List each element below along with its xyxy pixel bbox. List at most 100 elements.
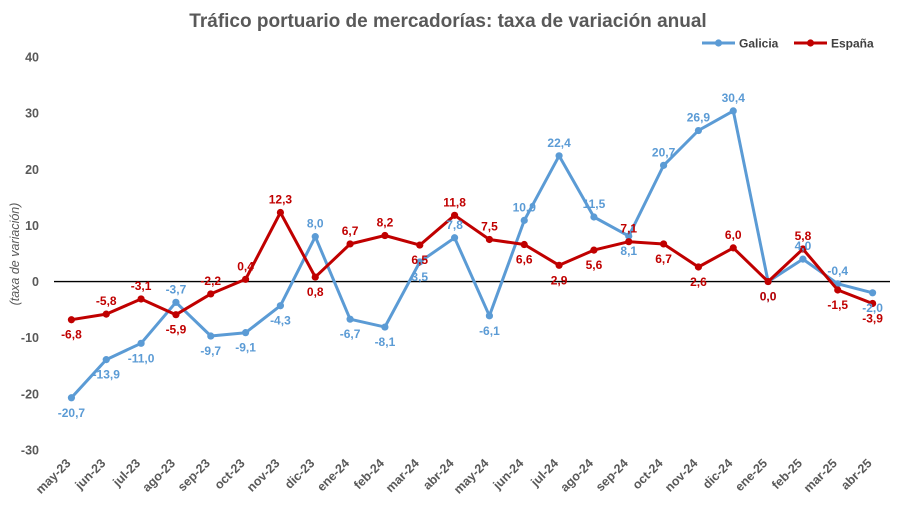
data-label-espana: 2,9 <box>551 273 568 287</box>
data-point-galicia <box>729 107 737 115</box>
data-label-galicia: -9,1 <box>235 341 256 355</box>
data-label-galicia: 8,1 <box>620 244 637 258</box>
y-tick-label: 0 <box>32 275 39 289</box>
data-point-galicia <box>520 216 528 224</box>
data-label-galicia: -6,7 <box>340 327 361 341</box>
data-label-espana: 6,7 <box>342 224 359 238</box>
data-label-espana: 0,8 <box>307 285 324 299</box>
data-point-espana <box>137 295 145 303</box>
data-point-galicia <box>799 255 807 263</box>
data-point-espana <box>311 273 319 281</box>
data-label-galicia: -3,7 <box>166 282 187 296</box>
series-layer <box>67 107 877 402</box>
data-label-galicia: -2,0 <box>862 301 883 315</box>
legend-galicia-label: Galicia <box>739 37 779 51</box>
y-tick-label: 10 <box>25 219 39 233</box>
data-label-espana: -5,8 <box>96 294 117 308</box>
data-point-espana <box>450 211 459 219</box>
data-point-galicia <box>207 332 215 340</box>
x-tick-label: feb-24 <box>351 456 387 492</box>
x-tick-label: mar-25 <box>801 456 840 495</box>
data-label-espana: 5,6 <box>586 258 603 272</box>
data-label-galicia: -13,9 <box>93 368 121 382</box>
data-point-espana <box>520 240 528 249</box>
x-tick-label: jul-24 <box>528 456 562 490</box>
data-point-espana <box>590 246 598 254</box>
data-point-galicia <box>67 394 76 402</box>
data-label-galicia: -6,1 <box>479 324 500 338</box>
x-tick-label: ene-25 <box>732 456 770 494</box>
data-point-espana <box>799 245 807 253</box>
x-tick-label: nov-24 <box>662 456 700 494</box>
data-label-espana: 6,7 <box>655 252 672 266</box>
data-point-espana <box>764 277 772 286</box>
x-tick-label: sep-23 <box>175 456 213 494</box>
x-tick-label: ago-23 <box>140 456 178 494</box>
data-point-galicia <box>694 126 703 135</box>
data-label-galicia: 22,4 <box>547 136 571 150</box>
data-label-galicia: 30,4 <box>722 91 746 105</box>
data-label-galicia: -4,3 <box>270 314 291 328</box>
data-point-galicia <box>590 213 598 221</box>
data-label-espana: 5,8 <box>795 229 812 243</box>
x-tick-label: may-23 <box>33 456 73 496</box>
data-label-galicia: 0,0 <box>760 290 777 304</box>
data-label-galicia: -11,0 <box>128 351 155 365</box>
data-label-galicia: -9,7 <box>200 344 221 358</box>
y-tick-label: -10 <box>21 331 39 345</box>
data-point-galicia <box>485 312 494 320</box>
data-point-galicia <box>102 356 110 364</box>
y-axis-ticks: -30 -20 -10 0 10 20 30 40 <box>21 51 39 458</box>
data-point-galicia <box>659 161 668 169</box>
x-tick-label: jun-23 <box>72 456 109 493</box>
data-point-espana <box>67 316 76 324</box>
data-point-galicia <box>555 152 563 160</box>
x-tick-label: abr-25 <box>838 456 874 492</box>
data-label-espana: 7,1 <box>620 222 637 236</box>
legend-espana-label: España <box>831 37 874 51</box>
data-label-espana: 2,6 <box>690 275 707 289</box>
data-label-galicia: -0,4 <box>827 264 848 278</box>
data-point-galicia <box>276 302 285 310</box>
legend-espana-marker <box>806 39 815 47</box>
y-tick-label: 30 <box>25 107 39 121</box>
x-tick-label: dic-24 <box>700 456 735 491</box>
data-label-espana: -6,8 <box>61 328 82 342</box>
x-tick-label: oct-24 <box>630 456 666 492</box>
x-tick-label: nov-23 <box>244 456 282 494</box>
series-line-espana <box>71 211 874 322</box>
data-label-espana: 7,5 <box>481 219 498 233</box>
data-label-espana: -1,5 <box>827 298 848 312</box>
x-tick-label: ago-24 <box>558 456 596 494</box>
y-tick-label: 40 <box>25 51 39 65</box>
data-label-espana: 0,0 <box>760 290 777 304</box>
data-point-espana <box>381 231 389 240</box>
data-label-espana: 6,0 <box>725 228 742 242</box>
x-tick-label: ene-24 <box>314 456 352 494</box>
data-point-galicia <box>346 315 354 323</box>
x-tick-label: jul-23 <box>110 456 144 490</box>
data-point-galicia <box>137 339 145 347</box>
y-tick-label: -30 <box>21 444 39 458</box>
x-tick-label: jun-24 <box>490 456 527 493</box>
data-point-espana <box>416 241 424 249</box>
x-tick-label: oct-23 <box>212 456 248 492</box>
data-label-galicia: 3,5 <box>411 270 428 284</box>
data-point-espana <box>241 275 250 283</box>
data-labels-layer: -20,7 -13,9 -11,0 -3,7 -9,7 -9,1 -4,3 8,0 -6,7 -8… <box>58 91 884 420</box>
data-point-espana <box>102 310 110 318</box>
data-point-espana <box>729 244 737 252</box>
data-point-espana <box>659 240 668 248</box>
data-label-galicia: -20,7 <box>58 406 86 420</box>
y-tick-label: -20 <box>21 387 39 401</box>
data-label-espana: 6,6 <box>516 253 533 267</box>
data-point-galicia <box>416 258 424 266</box>
data-point-galicia <box>381 323 389 331</box>
data-label-espana: -5,9 <box>166 323 187 337</box>
legend: Galicia España <box>702 37 874 51</box>
data-point-espana <box>346 240 354 248</box>
data-point-espana <box>834 286 842 294</box>
data-point-espana <box>172 311 180 319</box>
